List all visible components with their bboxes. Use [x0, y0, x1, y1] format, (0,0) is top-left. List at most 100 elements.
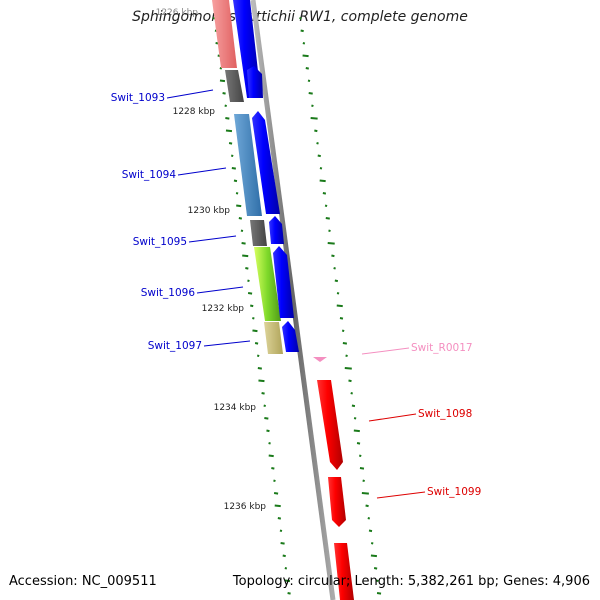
callout-line: [188, 235, 237, 243]
gc-tick: [341, 329, 345, 333]
gc-tick: [336, 304, 343, 308]
gc-tick: [247, 292, 253, 295]
cog-block: [254, 247, 281, 321]
gene-label[interactable]: Swit_1093: [111, 92, 165, 104]
cog-block: [264, 322, 283, 354]
gene-label[interactable]: Swit_1095: [133, 236, 187, 248]
gc-tick: [235, 192, 239, 195]
gc-tick: [219, 79, 226, 83]
accession-text: Accession: NC_009511: [9, 574, 157, 589]
gc-tick: [225, 117, 230, 120]
gc-tick: [310, 117, 318, 120]
gc-tick: [317, 154, 321, 158]
gc-tick: [240, 229, 244, 233]
gc-tick: [327, 242, 335, 245]
reverse-cds-track: [313, 357, 354, 600]
gc-tick: [348, 379, 352, 383]
gc-tick: [368, 529, 373, 533]
callout-line: [177, 167, 227, 176]
gc-tick: [277, 517, 282, 520]
callout-line: [376, 491, 426, 499]
forward-gene-block: [252, 111, 280, 214]
genome-summary-text: Topology: circular; Length: 5,382,261 bp…: [232, 574, 590, 589]
gene-label[interactable]: Swit_1098: [418, 408, 472, 420]
gc-tick: [264, 417, 269, 420]
gc-tick: [271, 467, 275, 470]
gc-tick: [342, 342, 348, 345]
gc-tick: [238, 217, 243, 220]
gene-labels: Swit_1093 Swit_1094 Swit_1095 Swit_1096 …: [111, 92, 482, 498]
gc-tick: [233, 179, 238, 183]
gc-tick: [273, 479, 276, 483]
scale-labels: 1226 kbp 1228 kbp 1230 kbp 1232 kbp 1234…: [156, 8, 267, 512]
callout-line: [166, 89, 214, 99]
scale-label: 1236 kbp: [224, 502, 267, 512]
gene-label[interactable]: Swit_1096: [141, 287, 196, 299]
gc-tick: [230, 154, 234, 158]
gc-tick: [261, 392, 265, 395]
gc-tick: [328, 229, 331, 233]
gc-tick: [334, 279, 339, 283]
forward-cds-track: [233, 0, 299, 352]
gene-label[interactable]: Swit_1097: [148, 340, 202, 352]
gc-tick: [225, 129, 233, 133]
callout-line: [196, 286, 244, 294]
gc-track-right: [299, 17, 382, 595]
cog-block: [250, 220, 267, 246]
gc-track-left: [212, 17, 291, 595]
gc-tick: [373, 567, 378, 570]
gc-tick: [250, 304, 254, 308]
forward-gene-block: [247, 66, 263, 98]
gc-tick: [266, 429, 270, 433]
gc-tick: [242, 254, 249, 258]
gc-tick: [331, 254, 335, 258]
gc-tick: [299, 17, 302, 20]
genome-backbone: [250, 0, 336, 600]
gene-label[interactable]: Swit_R0017: [411, 342, 473, 354]
gc-tick: [302, 54, 309, 58]
gc-tick: [365, 504, 369, 508]
gc-tick: [316, 142, 319, 145]
gc-tick: [362, 479, 365, 483]
gc-tick: [224, 104, 228, 108]
gc-tick: [353, 417, 357, 420]
gc-tick: [252, 329, 258, 333]
gc-tick: [305, 67, 309, 70]
gc-tick: [273, 492, 279, 495]
gc-tick: [245, 267, 249, 270]
cog-block: [212, 0, 237, 68]
gc-tick: [325, 217, 330, 220]
reverse-gene-block: [328, 477, 346, 527]
gc-tick: [370, 554, 378, 558]
gc-tick: [376, 579, 379, 583]
gc-tick: [336, 292, 340, 295]
callout-line: [203, 340, 251, 347]
scale-label: 1228 kbp: [173, 107, 216, 117]
gc-tick: [314, 129, 318, 133]
scale-label: 1232 kbp: [202, 304, 245, 314]
gc-tick: [231, 167, 236, 170]
gc-tick: [241, 242, 246, 245]
gene-label[interactable]: Swit_1099: [427, 486, 481, 498]
gc-tick: [254, 342, 259, 345]
gc-tick: [279, 529, 283, 533]
gc-tick: [353, 429, 360, 433]
cog-block: [225, 70, 244, 102]
callout-lines: [166, 89, 426, 499]
gc-tick: [263, 404, 267, 408]
gene-label[interactable]: Swit_1094: [122, 169, 177, 181]
gc-tick: [282, 554, 286, 558]
gc-tick: [358, 454, 362, 458]
forward-gene-block: [269, 216, 284, 244]
gc-tick: [319, 179, 326, 183]
gc-tick: [258, 379, 265, 383]
gc-tick: [376, 592, 382, 595]
gc-tick: [311, 104, 314, 108]
gc-tick: [257, 367, 262, 370]
scale-label: 1230 kbp: [188, 206, 231, 216]
gc-tick: [307, 79, 311, 83]
callout-line: [361, 347, 410, 355]
gc-tick: [219, 67, 223, 70]
reverse-gene-block: [317, 380, 343, 470]
gc-tick: [344, 367, 352, 370]
